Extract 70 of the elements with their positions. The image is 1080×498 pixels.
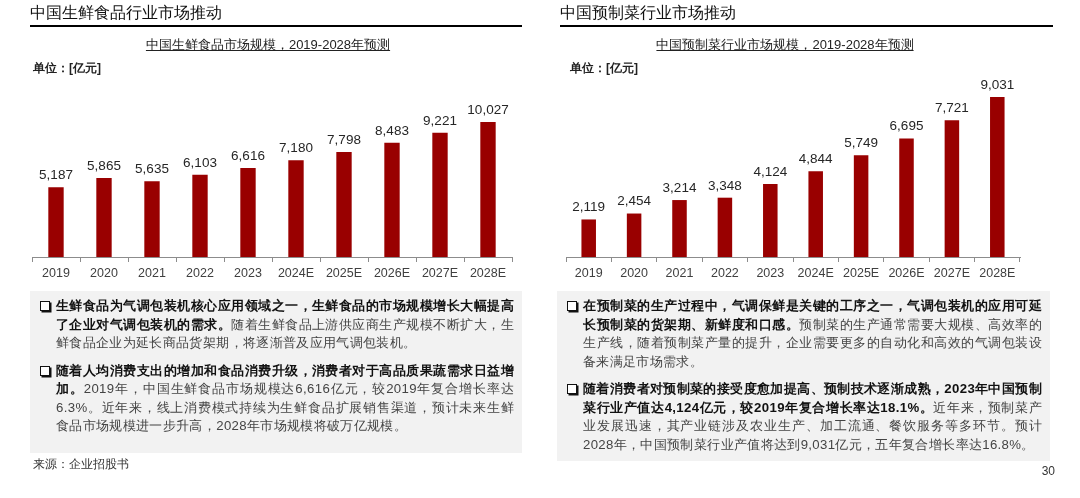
x-tick-label: 2020 <box>620 265 649 280</box>
bar <box>990 97 1005 257</box>
x-tick-label: 2028E <box>469 265 507 280</box>
data-label: 7,180 <box>279 140 313 156</box>
data-label: 6,616 <box>231 147 265 163</box>
data-label: 4,844 <box>798 151 834 167</box>
chart-title: 中国生鲜食品行业市场推动 <box>30 3 222 23</box>
x-tick-label: 2028E <box>979 265 1016 280</box>
bar <box>336 152 352 257</box>
x-tick-label: 2025E <box>843 265 880 280</box>
data-label: 3,214 <box>662 180 697 196</box>
data-label: 3,348 <box>708 177 742 193</box>
x-tick-label: 2022 <box>710 265 739 280</box>
bar <box>853 155 869 257</box>
data-label: 2,119 <box>572 199 606 215</box>
bar <box>763 183 778 257</box>
bar <box>717 197 733 257</box>
x-tick-label: 2019 <box>42 265 70 280</box>
bar <box>384 142 400 257</box>
bar <box>944 120 960 257</box>
note-panel: 在预制菜的生产过程中，气调保鲜是关键的工序之一，气调包装机的应用可延长预制菜的货架期、新鲜度和口感。预制菜的生产通常需要大规模、高效率的生产线，随着预制菜产量的提升，企业需要更多的自动化和高效的气调包装设备来满足市场需求。 随着消费者对预制菜的接受度愈加提高、预制技术逐渐成熟，2023年中国预制菜行业产值达4,124亿元，较2019年复合增长率达18.1%。近年来，预制菜产业发展迅速，其产业链涉及农业生产、加工流通、餐饮服务等多环节。预计2028年，中国预制菜行业产值将达到9,031亿元，五年复合增长率达16.8%。 <box>557 291 1050 461</box>
data-label: 4,124 <box>753 163 788 179</box>
x-tick-label: 2024E <box>797 265 834 280</box>
data-label: 5,865 <box>87 158 121 173</box>
x-tick-label: 2025E <box>325 265 363 280</box>
data-label: 5,749 <box>844 135 878 151</box>
y-axis-title: 单位：[亿元] <box>33 61 101 76</box>
text: 30 <box>1041 464 1055 479</box>
y-axis-title: 单位：[亿元] <box>570 61 638 76</box>
bar <box>240 167 256 257</box>
x-tick-label: 2020 <box>90 265 118 280</box>
x-tick-label: 2026E <box>888 265 925 280</box>
x-tick-label: 2027E <box>421 265 459 280</box>
bar <box>96 178 112 257</box>
bar <box>192 174 208 257</box>
x-tick-label: 2023 <box>756 265 785 280</box>
bar <box>626 213 642 257</box>
chart-subtitle: 中国预制菜行业市场规模，2019-2028年预测 <box>656 37 914 53</box>
x-tick-label: 2019 <box>574 265 603 280</box>
data-label: 7,721 <box>935 100 969 116</box>
bar <box>899 138 914 257</box>
bar <box>432 132 448 257</box>
x-tick-label: 2021 <box>665 265 694 280</box>
data-label: 5,187 <box>39 167 73 183</box>
x-tick-label: 2022 <box>186 265 214 280</box>
x-tick-label: 2024E <box>277 265 315 280</box>
note-panel: 生鲜食品为气调包装机核心应用领域之一，生鲜食品的市场规模增长大幅提高了企业对气调包装机的需求。随着生鲜食品上游供应商生产规模不断扩大，生鲜食品企业为延长商品货架期，将逐渐普及应用气调包装机。 随着人均消费支出的增加和食品消费升级，消费者对于高品质果蔬需求日益增加。2019年，中国生鲜食品市场规模达6,616亿元，较2019年复合增长率达6.3%。近年来，线上消费模式持续为生鲜食品扩展销售渠道，预计未来生鲜食品市场规模进一步升高，2028年市场规模将破万亿规模。 <box>30 291 522 453</box>
data-label: 2,454 <box>617 193 652 209</box>
x-tick-label: 2026E <box>373 265 411 280</box>
x-tick-label: 2021 <box>138 265 166 280</box>
chart-title: 中国预制菜行业市场推动 <box>560 3 736 23</box>
data-label: 6,695 <box>889 118 924 134</box>
data-label: 10,027 <box>467 101 509 117</box>
x-tick-label: 2027E <box>933 265 970 280</box>
data-label: 9,031 <box>980 76 1015 92</box>
data-label: 9,221 <box>423 112 457 128</box>
data-label: 7,798 <box>327 131 361 147</box>
data-label: 5,635 <box>135 161 169 177</box>
bar <box>144 181 160 257</box>
source-note: 来源：企业招股书 <box>33 457 129 472</box>
bar <box>672 200 687 257</box>
x-tick-label: 2023 <box>234 265 262 280</box>
bar <box>48 187 64 257</box>
data-label: 6,103 <box>183 154 217 170</box>
chart-subtitle: 中国生鲜食品市场规模，2019-2028年预测 <box>145 37 391 53</box>
data-label: 8,483 <box>375 122 409 138</box>
bar <box>581 219 596 257</box>
bar <box>480 122 496 257</box>
bar <box>288 160 304 257</box>
bar <box>808 171 823 257</box>
